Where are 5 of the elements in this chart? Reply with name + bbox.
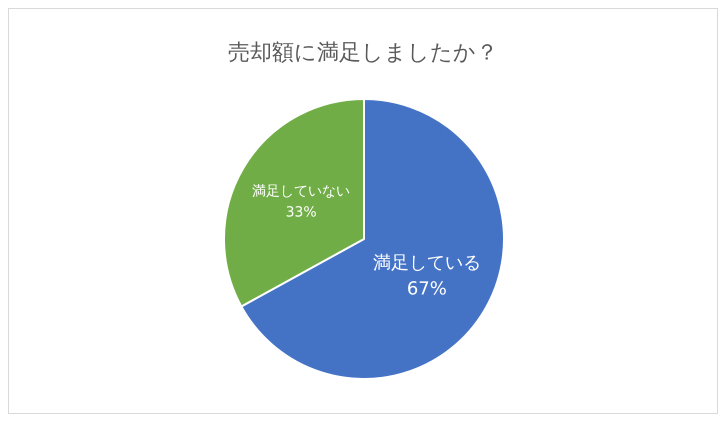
data-label: 67% xyxy=(406,278,447,300)
data-label: 33% xyxy=(286,204,317,220)
chart-title: 売却額に満足しましたか？ xyxy=(228,40,498,66)
slice-label: 満足している xyxy=(372,252,481,274)
slice-label: 満足していない xyxy=(252,183,350,200)
